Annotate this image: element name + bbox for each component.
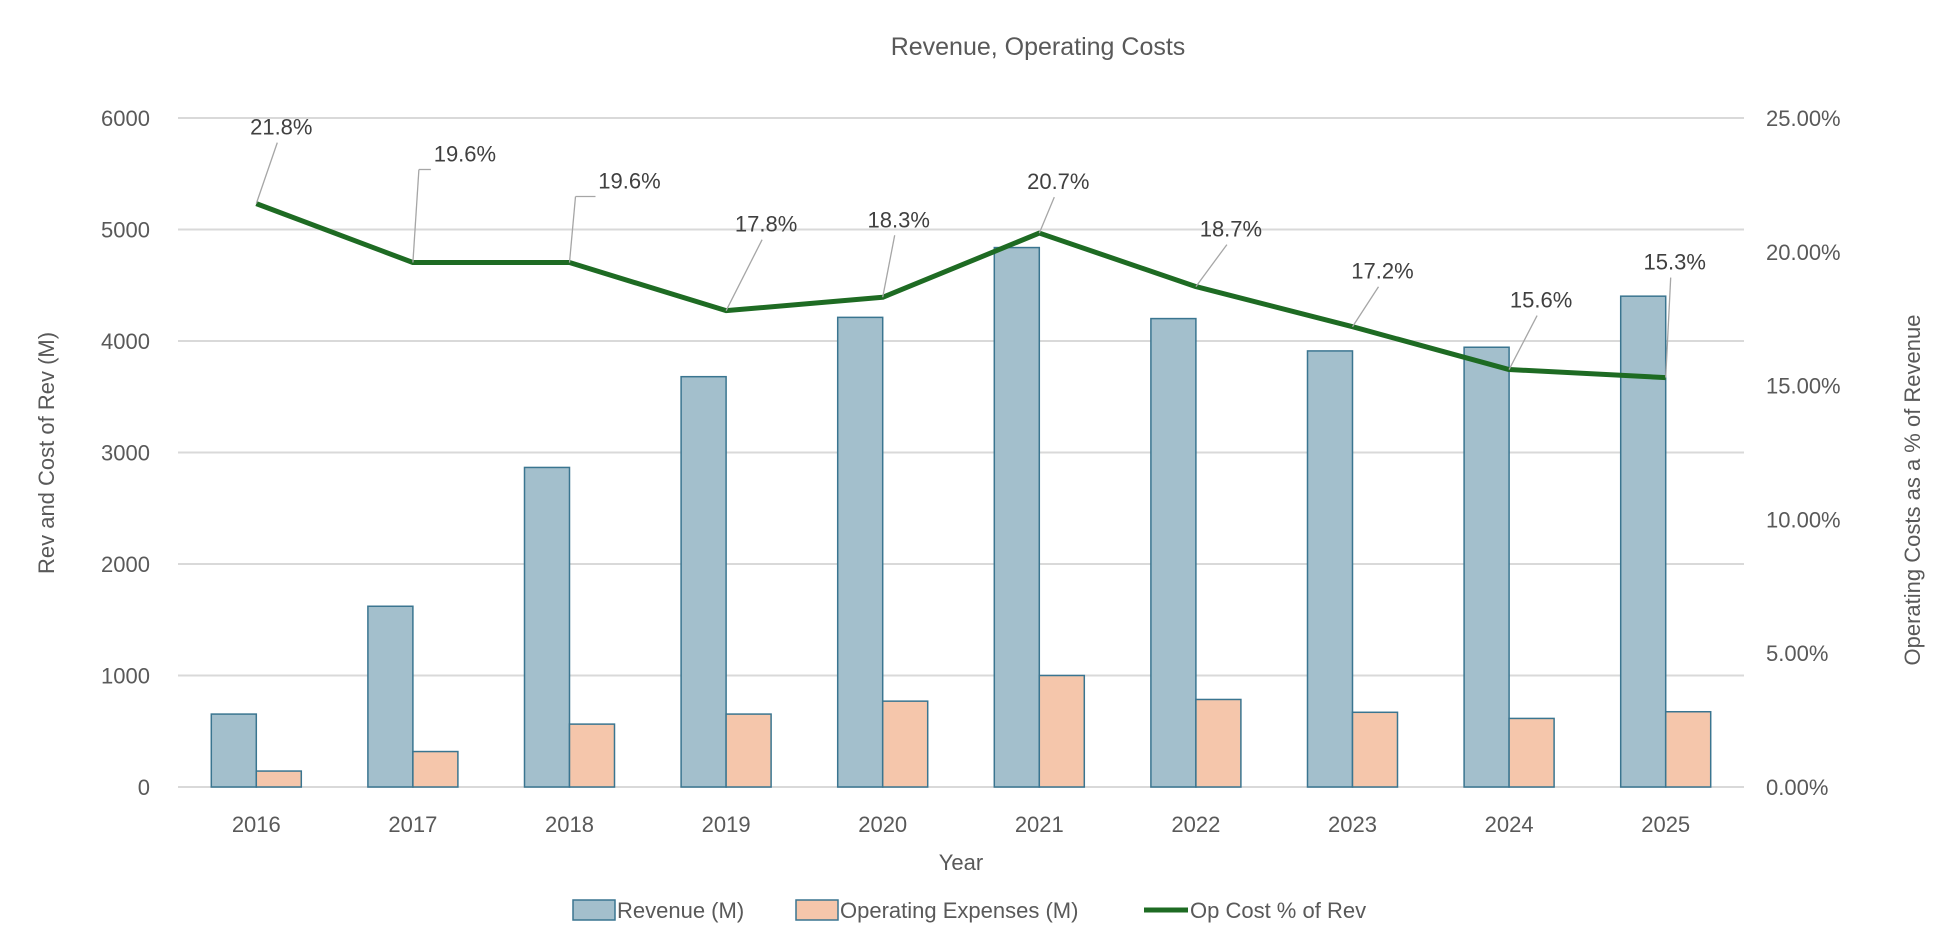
x-tick-label: 2019 xyxy=(702,812,751,837)
x-tick-label: 2023 xyxy=(1328,812,1377,837)
revenue-bar xyxy=(993,246,1041,788)
legend-item-opex[interactable]: Operating Expenses (M) xyxy=(795,898,1078,923)
x-tick-label: 2024 xyxy=(1485,812,1534,837)
chart-title: Revenue, Operating Costs xyxy=(891,33,1186,61)
data-label: 17.2% xyxy=(1351,259,1413,284)
legend-label-opex: Operating Expenses (M) xyxy=(840,898,1078,923)
y-tick-label: 2000 xyxy=(101,552,150,577)
opex-bar xyxy=(412,750,459,788)
data-label-leader xyxy=(255,142,278,204)
data-label-leader xyxy=(1351,286,1380,328)
y-tick-label: 6000 xyxy=(101,106,150,131)
opex-bar xyxy=(881,700,929,788)
x-tick-label: 2021 xyxy=(1015,812,1064,837)
opex-bar xyxy=(1508,717,1555,788)
data-label-leader xyxy=(725,239,763,311)
x-tick-label: 2020 xyxy=(858,812,907,837)
revenue-bar xyxy=(1619,295,1667,788)
y-tick-label: 5000 xyxy=(101,218,150,243)
revenue-bar xyxy=(680,375,727,788)
legend-swatch-opex xyxy=(795,899,839,921)
y2-tick-label: 20.00% xyxy=(1766,240,1841,265)
opex-bar xyxy=(255,770,303,788)
data-label-leader xyxy=(568,196,577,263)
opex-bar xyxy=(1351,711,1399,788)
revenue-bar xyxy=(836,316,884,788)
y-axis-title: Rev and Cost of Rev (M) xyxy=(34,332,59,574)
y2-tick-label: 10.00% xyxy=(1766,507,1841,532)
x-tick-label: 2016 xyxy=(232,812,281,837)
data-label-leader xyxy=(412,169,420,263)
legend-item-revenue[interactable]: Revenue (M) xyxy=(572,898,744,923)
legend-swatch-revenue xyxy=(572,899,616,921)
opex-bar xyxy=(1195,698,1242,788)
revenue-bar xyxy=(210,713,258,788)
y-tick-label: 3000 xyxy=(101,441,150,466)
data-label-leader xyxy=(1665,277,1672,378)
data-label: 21.8% xyxy=(250,115,312,140)
revenue-bar xyxy=(1463,346,1510,788)
opex-bar xyxy=(1038,674,1086,788)
y-tick-label: 1000 xyxy=(101,664,150,689)
y-tick-label: 4000 xyxy=(101,329,150,354)
legend-label-op-cost-pct: Op Cost % of Rev xyxy=(1190,898,1366,923)
data-label: 15.3% xyxy=(1644,250,1706,275)
data-label-leader xyxy=(1038,196,1055,234)
op-cost-pct-line xyxy=(255,201,1666,381)
data-label: 18.3% xyxy=(868,207,930,232)
data-label: 18.7% xyxy=(1200,217,1262,242)
x-tick-label: 2025 xyxy=(1641,812,1690,837)
data-label: 19.6% xyxy=(434,142,496,167)
revenue-bar xyxy=(367,605,414,788)
y-tick-label: 0 xyxy=(138,775,150,800)
data-label-leader xyxy=(1508,315,1538,370)
legend: Revenue (M) Operating Expenses (M) Op Co… xyxy=(572,898,1366,923)
data-label-leader xyxy=(1195,244,1228,287)
data-label: 19.6% xyxy=(598,169,660,194)
data-label: 17.8% xyxy=(735,212,797,237)
data-label-leader xyxy=(882,235,896,298)
revenue-bar xyxy=(523,466,571,788)
legend-item-op-cost-pct[interactable]: Op Cost % of Rev xyxy=(1144,898,1366,923)
opex-bar xyxy=(725,713,772,788)
x-tick-label: 2017 xyxy=(388,812,437,837)
revenue-bar xyxy=(1306,350,1354,788)
data-label: 20.7% xyxy=(1027,169,1089,194)
legend-label-revenue: Revenue (M) xyxy=(617,898,744,923)
revenue-bar xyxy=(1150,317,1197,788)
data-label: 15.6% xyxy=(1510,288,1572,313)
x-tick-label: 2022 xyxy=(1171,812,1220,837)
y2-tick-label: 15.00% xyxy=(1766,374,1841,399)
y2-axis-title: Operating Costs as a % of Revenue xyxy=(1900,315,1925,666)
x-axis-title: Year xyxy=(939,850,983,875)
y2-tick-label: 5.00% xyxy=(1766,641,1828,666)
y2-tick-label: 0.00% xyxy=(1766,775,1828,800)
y2-tick-label: 25.00% xyxy=(1766,106,1841,131)
opex-bar xyxy=(1664,710,1712,788)
opex-bar xyxy=(568,723,616,788)
x-tick-label: 2018 xyxy=(545,812,594,837)
